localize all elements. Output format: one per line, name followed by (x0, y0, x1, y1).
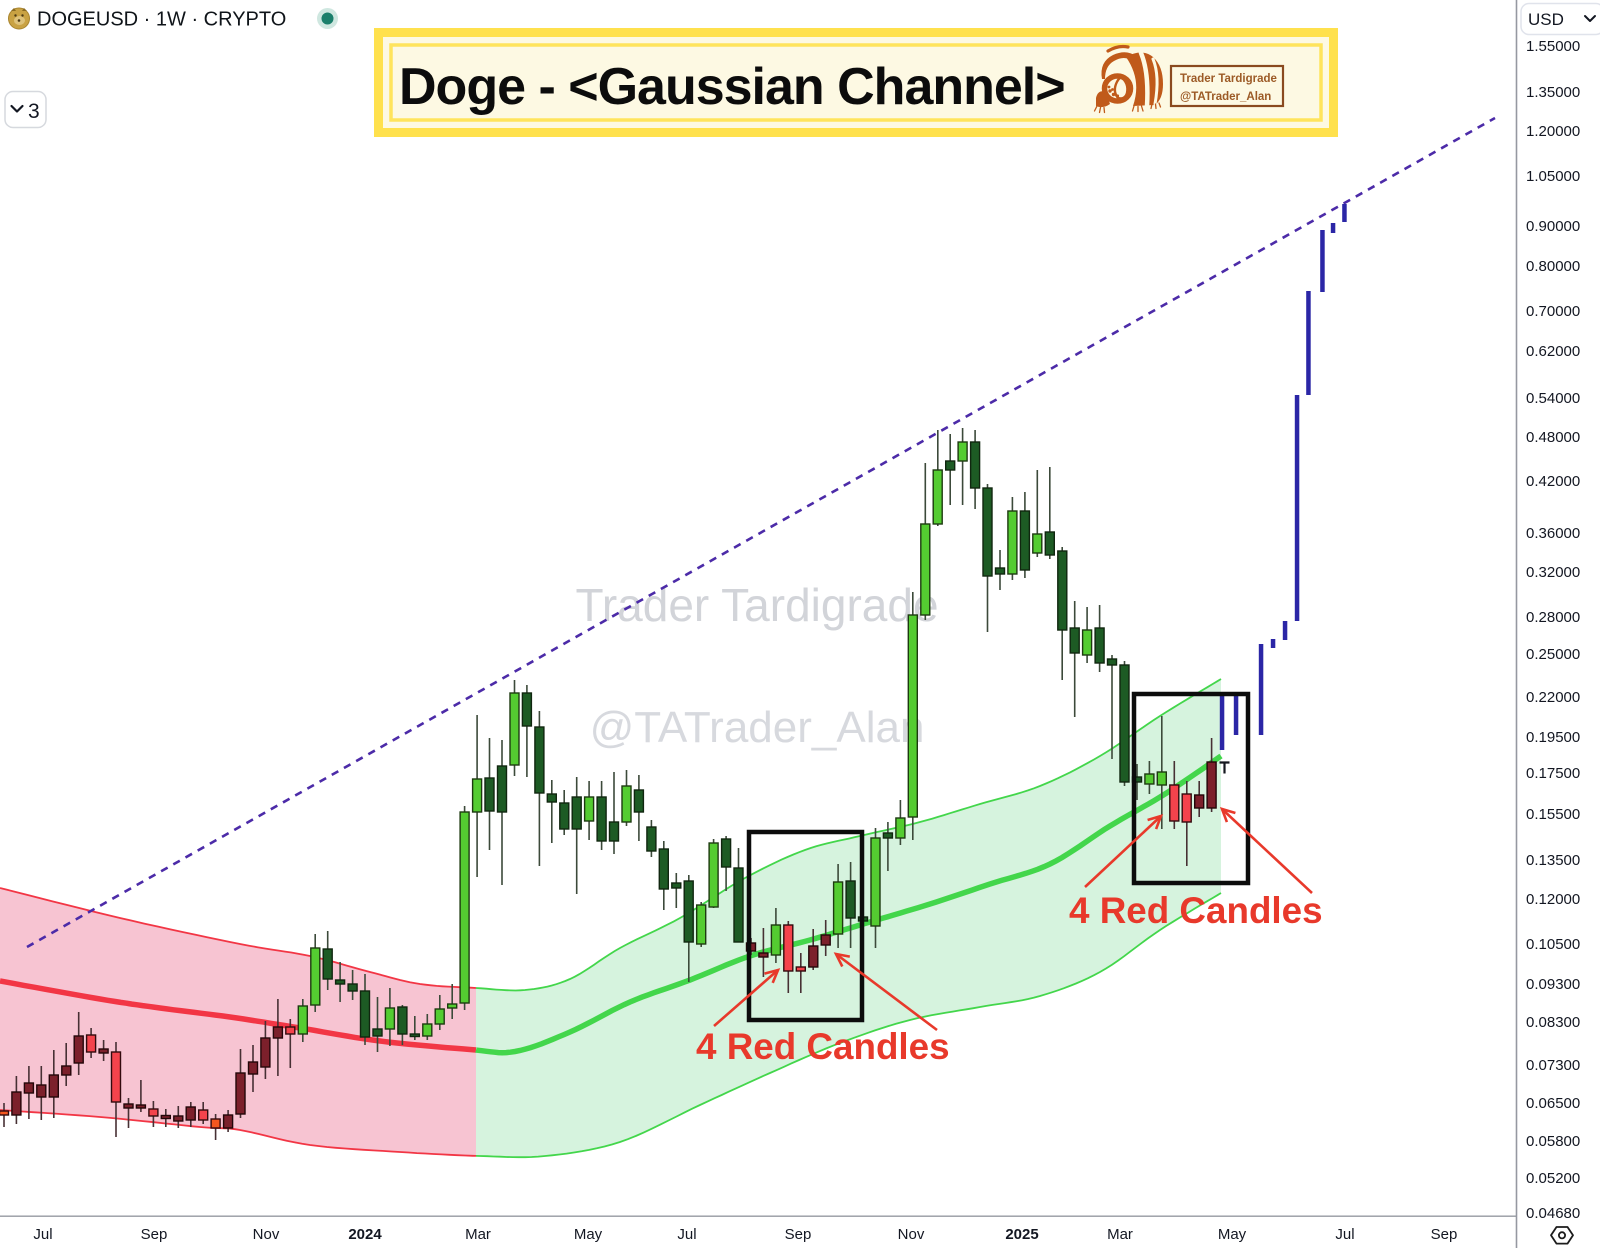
svg-text:Sep: Sep (785, 1226, 812, 1243)
svg-text:0.12000: 0.12000 (1526, 891, 1580, 908)
svg-text:0.05800: 0.05800 (1526, 1133, 1580, 1150)
svg-text:4 Red Candles: 4 Red Candles (696, 1026, 950, 1067)
svg-text:Sep: Sep (141, 1226, 168, 1243)
svg-text:0.48000: 0.48000 (1526, 429, 1580, 446)
svg-text:Nov: Nov (253, 1226, 280, 1243)
svg-text:Trader Tardigrade: Trader Tardigrade (575, 579, 938, 631)
svg-text:0.36000: 0.36000 (1526, 525, 1580, 542)
svg-text:Mar: Mar (465, 1226, 491, 1243)
svg-text:0.70000: 0.70000 (1526, 303, 1580, 320)
svg-text:Trader Tardigrade: Trader Tardigrade (1180, 73, 1277, 85)
svg-text:@TATrader_Alan: @TATrader_Alan (590, 703, 925, 752)
svg-text:0.08300: 0.08300 (1526, 1014, 1580, 1031)
svg-text:0.19500: 0.19500 (1526, 729, 1580, 746)
svg-text:0.42000: 0.42000 (1526, 473, 1580, 490)
svg-text:Jul: Jul (677, 1226, 696, 1243)
svg-text:2025: 2025 (1005, 1226, 1038, 1243)
svg-text:0.15500: 0.15500 (1526, 806, 1580, 823)
svg-text:0.54000: 0.54000 (1526, 390, 1580, 407)
svg-text:0.07300: 0.07300 (1526, 1057, 1580, 1074)
svg-text:0.80000: 0.80000 (1526, 258, 1580, 275)
svg-text:May: May (574, 1226, 603, 1243)
svg-text:0.05200: 0.05200 (1526, 1170, 1580, 1187)
svg-text:2024: 2024 (348, 1226, 382, 1243)
svg-text:0.25000: 0.25000 (1526, 646, 1580, 663)
svg-text:Nov: Nov (898, 1226, 925, 1243)
svg-text:1.20000: 1.20000 (1526, 123, 1580, 140)
svg-text:0.09300: 0.09300 (1526, 976, 1580, 993)
svg-text:3: 3 (28, 100, 40, 123)
svg-text:0.62000: 0.62000 (1526, 343, 1580, 360)
svg-text:1.35000: 1.35000 (1526, 84, 1580, 101)
svg-text:0.06500: 0.06500 (1526, 1095, 1580, 1112)
svg-text:USD: USD (1528, 10, 1564, 29)
svg-text:Sep: Sep (1431, 1226, 1458, 1243)
svg-text:0.90000: 0.90000 (1526, 218, 1580, 235)
svg-text:0.32000: 0.32000 (1526, 564, 1580, 581)
svg-text:1.55000: 1.55000 (1526, 38, 1580, 55)
svg-text:0.22000: 0.22000 (1526, 689, 1580, 706)
svg-text:0.10500: 0.10500 (1526, 936, 1580, 953)
svg-text:0.17500: 0.17500 (1526, 765, 1580, 782)
svg-text:Jul: Jul (1335, 1226, 1354, 1243)
svg-text:0.13500: 0.13500 (1526, 852, 1580, 869)
svg-text:Doge - <Gaussian Channel>: Doge - <Gaussian Channel> (399, 58, 1065, 116)
svg-text:Mar: Mar (1107, 1226, 1133, 1243)
svg-text:0.04680: 0.04680 (1526, 1205, 1580, 1222)
svg-text:4 Red Candles: 4 Red Candles (1069, 890, 1323, 931)
svg-text:@TATrader_Alan: @TATrader_Alan (1180, 91, 1271, 103)
svg-text:Jul: Jul (33, 1226, 52, 1243)
svg-text:1.05000: 1.05000 (1526, 168, 1580, 185)
svg-text:May: May (1218, 1226, 1247, 1243)
svg-text:DOGEUSD · 1W · CRYPTO: DOGEUSD · 1W · CRYPTO (37, 9, 286, 31)
svg-text:0.28000: 0.28000 (1526, 609, 1580, 626)
